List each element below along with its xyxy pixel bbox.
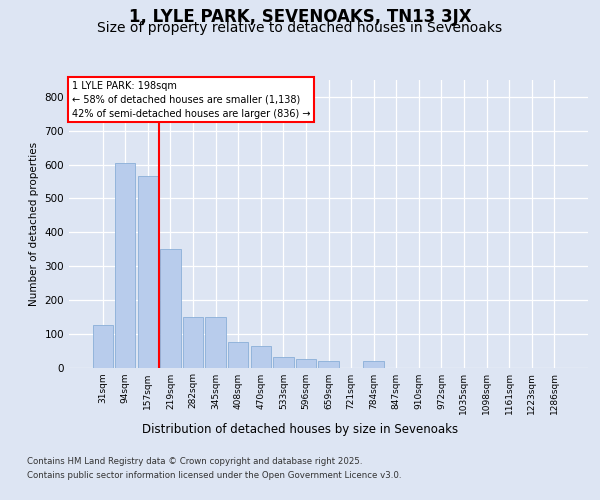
Bar bbox=[228, 342, 248, 367]
Bar bbox=[251, 346, 271, 368]
Bar bbox=[160, 249, 181, 368]
Bar bbox=[364, 362, 384, 368]
Bar bbox=[205, 317, 226, 368]
Bar bbox=[115, 163, 136, 368]
Bar bbox=[296, 359, 316, 368]
Text: Distribution of detached houses by size in Sevenoaks: Distribution of detached houses by size … bbox=[142, 422, 458, 436]
Bar bbox=[319, 360, 338, 368]
Text: 1 LYLE PARK: 198sqm
← 58% of detached houses are smaller (1,138)
42% of semi-det: 1 LYLE PARK: 198sqm ← 58% of detached ho… bbox=[71, 80, 310, 118]
Text: Contains HM Land Registry data © Crown copyright and database right 2025.: Contains HM Land Registry data © Crown c… bbox=[27, 458, 362, 466]
Y-axis label: Number of detached properties: Number of detached properties bbox=[29, 142, 39, 306]
Bar bbox=[183, 317, 203, 368]
Bar bbox=[273, 358, 293, 368]
Text: Size of property relative to detached houses in Sevenoaks: Size of property relative to detached ho… bbox=[97, 21, 503, 35]
Text: 1, LYLE PARK, SEVENOAKS, TN13 3JX: 1, LYLE PARK, SEVENOAKS, TN13 3JX bbox=[128, 8, 472, 26]
Bar bbox=[138, 176, 158, 368]
Bar bbox=[92, 325, 113, 368]
Text: Contains public sector information licensed under the Open Government Licence v3: Contains public sector information licen… bbox=[27, 471, 401, 480]
